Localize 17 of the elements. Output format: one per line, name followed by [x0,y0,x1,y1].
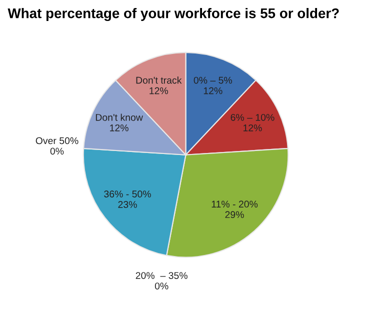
slice-label: 6% – 10% [230,114,274,121]
chart-title: What percentage of your workforce is 55 or older? [8,8,339,22]
data-label: 12% [150,87,168,94]
data-label: 12% [243,124,262,132]
slice-label: 11% - 20% [212,200,258,208]
slice-label: Don't know [96,114,143,121]
text: 0% [154,282,168,290]
slice-label: 0% – 5% [194,76,232,84]
category-label: 20% – 35% [136,272,188,279]
text: 0% [50,148,64,155]
slice-label: 36% - 50% [104,190,151,198]
slice-label: Don't track [136,76,182,84]
category-label: Over 50% [36,137,78,144]
data-label: 23% [118,201,137,208]
data-label: 29% [225,211,244,218]
data-label: 12% [110,124,128,132]
data-label: 12% [204,87,222,94]
